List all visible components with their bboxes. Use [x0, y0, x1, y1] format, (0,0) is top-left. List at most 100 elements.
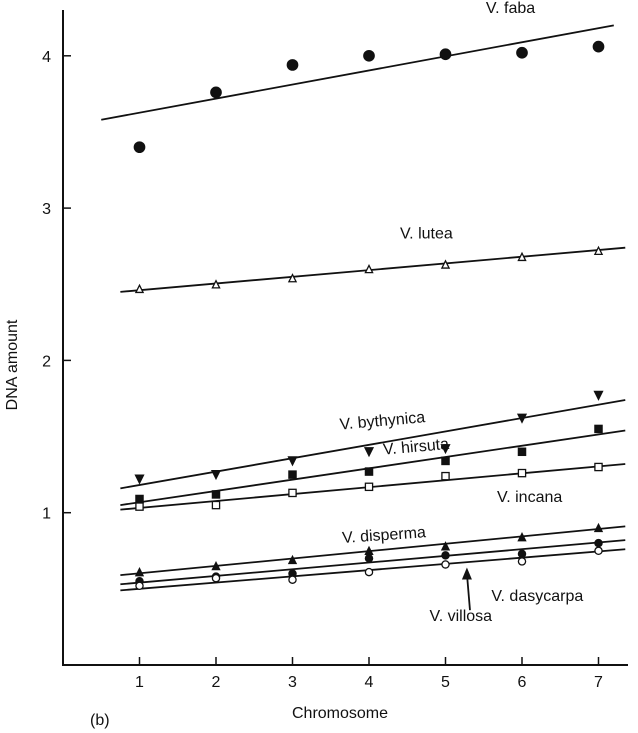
series-label: V. faba: [486, 0, 535, 17]
data-point: [516, 46, 528, 59]
series-label: V. disperma: [342, 524, 427, 547]
data-point: [441, 560, 450, 569]
marker-square: [594, 462, 603, 472]
marker-inverted-triangle: [210, 469, 222, 481]
data-points: [133, 40, 605, 591]
data-point: [211, 500, 221, 510]
marker-square: [364, 467, 374, 476]
data-point: [134, 567, 145, 577]
data-point: [593, 390, 604, 401]
data-point: [594, 424, 603, 434]
marker-inverted-triangle: [516, 413, 528, 424]
marker-circle: [210, 86, 222, 99]
data-point: [211, 279, 221, 289]
data-point: [440, 259, 451, 269]
marker-circle: [517, 549, 527, 559]
marker-square: [517, 447, 527, 457]
data-point: [517, 468, 527, 478]
data-point: [441, 471, 450, 481]
data-point: [364, 467, 374, 476]
marker-circle: [441, 560, 450, 569]
marker-circle: [441, 551, 450, 560]
data-point: [364, 545, 374, 556]
marker-triangle: [364, 545, 374, 556]
marker-circle: [286, 59, 299, 71]
marker-circle: [516, 46, 528, 59]
marker-inverted-triangle: [363, 447, 375, 458]
marker-square: [135, 494, 144, 504]
marker-square: [594, 424, 603, 434]
data-point: [517, 532, 527, 542]
data-point: [210, 86, 222, 99]
series-label: V. incana: [497, 489, 562, 506]
marker-triangle: [287, 554, 298, 565]
marker-triangle: [134, 567, 145, 577]
marker-circle: [133, 141, 146, 154]
data-point: [441, 551, 450, 560]
data-point: [133, 141, 146, 154]
series-label: V. dasycarpa: [491, 588, 583, 605]
marker-circle: [363, 49, 375, 62]
data-point: [286, 59, 299, 71]
marker-triangle: [517, 532, 527, 542]
fit-line: [120, 525, 626, 577]
x-tick-label: 6: [518, 674, 527, 691]
data-point: [288, 470, 297, 479]
data-point: [364, 263, 374, 274]
marker-square: [288, 470, 297, 479]
data-point: [287, 554, 298, 565]
data-point: [594, 462, 603, 472]
panel-label: (b): [90, 712, 110, 729]
marker-inverted-triangle: [134, 474, 145, 485]
villosa-arrow-line: [466, 573, 471, 611]
marker-circle: [594, 546, 603, 556]
marker-circle: [211, 573, 221, 583]
data-point: [134, 474, 145, 485]
y-tick-label: 2: [42, 353, 51, 370]
marker-inverted-triangle: [440, 444, 451, 455]
y-tick-label: 1: [42, 506, 51, 523]
data-point: [517, 549, 527, 559]
marker-circle: [594, 538, 603, 548]
fit-line: [120, 246, 626, 293]
data-point: [516, 413, 528, 424]
data-point: [135, 502, 144, 511]
marker-triangle: [593, 245, 604, 255]
x-tick-label: 4: [365, 674, 374, 691]
data-point: [593, 245, 604, 255]
data-point: [210, 469, 222, 481]
data-point: [364, 567, 374, 577]
ticks: 1 2 3 4 5 6 7 1 2 3 4: [42, 49, 603, 691]
data-point: [211, 560, 221, 571]
marker-inverted-triangle: [593, 390, 604, 401]
marker-triangle: [440, 259, 451, 269]
marker-triangle: [134, 283, 145, 294]
data-point: [593, 522, 604, 533]
marker-triangle: [517, 251, 527, 262]
data-point: [439, 48, 452, 61]
data-point: [211, 573, 221, 583]
series-label: V. bythynica: [339, 409, 426, 433]
data-point: [517, 251, 527, 262]
marker-triangle: [287, 273, 298, 283]
x-tick-label: 5: [441, 674, 450, 691]
data-point: [288, 488, 297, 498]
data-point: [363, 447, 375, 458]
marker-triangle: [211, 560, 221, 571]
x-axis-title: Chromosome: [292, 705, 388, 722]
axes: [62, 10, 628, 666]
marker-square: [135, 502, 144, 511]
data-point: [440, 541, 451, 551]
data-point: [592, 40, 605, 53]
y-tick-label: 3: [42, 201, 51, 218]
marker-square: [441, 471, 450, 481]
series-label: V. villosa: [430, 608, 493, 625]
data-point: [440, 444, 451, 455]
marker-triangle: [593, 522, 604, 533]
y-tick-label: 4: [42, 49, 51, 66]
marker-square: [211, 500, 221, 510]
series-label: V. hirsuta: [382, 436, 449, 459]
data-point: [363, 49, 375, 62]
data-point: [594, 546, 603, 556]
